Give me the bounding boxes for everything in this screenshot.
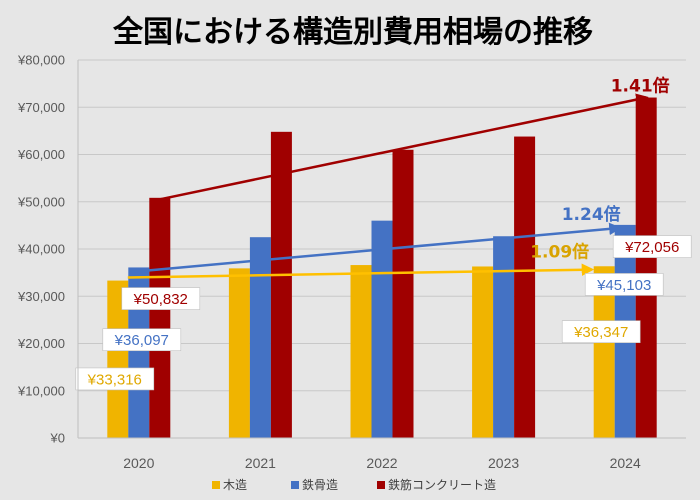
legend-item: 鉄骨造 <box>291 477 338 492</box>
legend-label: 鉄骨造 <box>302 477 338 492</box>
bar <box>249 237 271 438</box>
legend-swatch <box>291 481 299 489</box>
x-tick-label: 2021 <box>245 455 276 471</box>
legend-swatch <box>212 481 220 489</box>
data-label-box <box>561 320 641 343</box>
y-tick-label: ¥30,000 <box>17 289 65 304</box>
y-tick-label: ¥20,000 <box>17 336 65 351</box>
data-label-box <box>121 287 201 310</box>
data-label-text: ¥45,103 <box>596 277 651 294</box>
data-label-box <box>584 273 664 296</box>
bar <box>472 266 494 438</box>
x-tick-label: 2023 <box>488 455 519 471</box>
ratio-label: 1.24倍 <box>562 204 621 225</box>
data-label-box <box>612 235 692 258</box>
bar <box>228 268 250 438</box>
x-tick-label: 2024 <box>610 455 641 471</box>
legend-label: 木造 <box>223 478 247 492</box>
bar <box>270 131 292 438</box>
data-label: ¥36,097 <box>102 328 182 352</box>
x-tick-label: 2020 <box>123 455 154 471</box>
data-label-text: ¥36,347 <box>573 324 628 341</box>
chart-title: 全国における構造別費用相場の推移 <box>112 15 593 50</box>
data-label-text: ¥33,316 <box>87 371 142 388</box>
y-tick-label: ¥80,000 <box>17 53 65 68</box>
data-label: ¥45,103 <box>584 273 664 296</box>
bar <box>514 136 536 439</box>
bar <box>107 280 129 438</box>
y-tick-label: ¥50,000 <box>17 194 65 209</box>
trend-arrow <box>127 263 595 279</box>
bar <box>350 265 372 438</box>
data-label-box <box>102 328 182 352</box>
data-label: ¥36,347 <box>561 320 641 343</box>
ratio-label: 1.41倍 <box>611 76 670 97</box>
trend-arrow <box>136 222 622 273</box>
labels-layer: ¥33,316 ¥36,097 ¥50,832 ¥36,347 ¥45,103 ¥72,0… <box>75 235 692 391</box>
ratio-label: 1.09倍 <box>530 242 589 263</box>
data-label-text: ¥72,056 <box>624 239 679 256</box>
bar <box>371 220 393 438</box>
legend-layer: 木造 鉄骨造 鉄筋コンクリート造 <box>212 477 496 492</box>
y-tick-label: ¥70,000 <box>17 100 65 115</box>
trend-layer: 1.41倍 1.24倍 1.09倍 <box>127 76 670 279</box>
data-label: ¥72,056 <box>612 235 692 258</box>
axis-layer: ¥0 ¥10,000 ¥20,000 ¥30,000 ¥40,000 ¥50,000 ¥60… <box>17 53 686 471</box>
legend-item: 木造 <box>212 478 247 492</box>
legend-label: 鉄筋コンクリート造 <box>388 477 496 492</box>
trend-arrow <box>155 93 649 202</box>
bar <box>493 236 515 438</box>
legend-swatch <box>377 481 385 489</box>
data-label: ¥50,832 <box>121 287 201 310</box>
legend-item: 鉄筋コンクリート造 <box>377 477 496 492</box>
data-label: ¥33,316 <box>75 367 155 391</box>
data-label-box <box>75 367 155 391</box>
bar <box>593 266 615 438</box>
bar <box>128 267 150 438</box>
y-tick-label: ¥40,000 <box>17 242 65 257</box>
data-label-text: ¥50,832 <box>133 291 188 308</box>
x-tick-label: 2022 <box>366 455 397 471</box>
data-label-text: ¥36,097 <box>114 332 169 349</box>
bar <box>392 149 414 438</box>
y-tick-label: ¥10,000 <box>17 383 65 398</box>
bar <box>149 197 171 438</box>
y-tick-label: ¥0 <box>50 431 65 446</box>
bar <box>635 97 657 438</box>
y-tick-label: ¥60,000 <box>17 147 65 162</box>
